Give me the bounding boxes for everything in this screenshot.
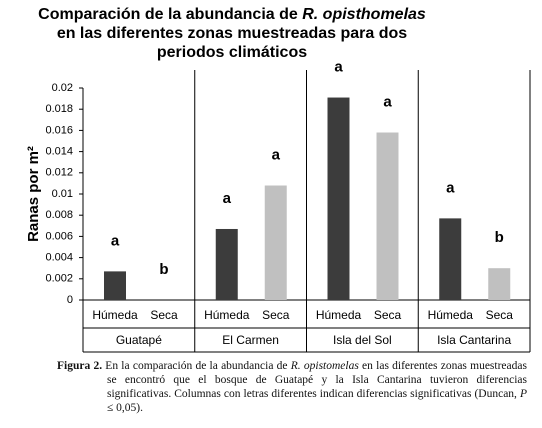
- y-tick-label: 0.004: [45, 252, 73, 264]
- group-label: Guatapé: [116, 333, 162, 347]
- bar: [488, 268, 511, 300]
- caption-text: R. opistomelas: [290, 360, 359, 372]
- y-tick-label: 0.02: [52, 82, 73, 94]
- y-tick-label: 0.016: [45, 124, 73, 136]
- significance-letter: b: [495, 229, 504, 246]
- chart-title: Comparación de la abundancia de R. opist…: [38, 6, 426, 23]
- y-tick-label: 0.01: [52, 188, 73, 200]
- y-tick-label: 0.014: [45, 146, 73, 158]
- significance-letter: a: [383, 93, 392, 110]
- chart: Ranas por m² Comparación de la abundanci…: [25, 6, 531, 353]
- x-tick-label: Seca: [486, 308, 514, 322]
- bar: [264, 185, 287, 300]
- title-italic: R. opisthomelas: [302, 6, 426, 23]
- group-label: Isla del Sol: [333, 333, 392, 347]
- y-tick-label: 0.012: [45, 167, 73, 179]
- x-tick-label: Seca: [262, 308, 290, 322]
- bar: [439, 218, 462, 300]
- caption-text: En la comparación de la abundancia de: [102, 360, 291, 372]
- caption: Figura 2. En la comparación de la abunda…: [57, 359, 527, 415]
- caption-text: Figura 2.: [57, 360, 103, 372]
- y-tick-label: 0.008: [45, 209, 73, 221]
- bar: [104, 271, 126, 300]
- bar: [215, 228, 238, 300]
- chart-title: periodos climáticos: [157, 44, 307, 61]
- title-text: periodos climáticos: [157, 44, 307, 61]
- group-label: El Carmen: [222, 333, 279, 347]
- x-tick-label: Húmeda: [204, 308, 250, 322]
- x-tick-label: Húmeda: [316, 308, 362, 322]
- bar: [327, 97, 350, 300]
- significance-letter: a: [111, 232, 120, 249]
- x-tick-label: Húmeda: [92, 308, 138, 322]
- significance-letter: a: [446, 179, 455, 196]
- title-text: en las diferentes zonas muestreadas para…: [57, 25, 407, 42]
- caption-text: en las diferentes zonas muestreadas se e…: [107, 360, 527, 400]
- bar: [376, 132, 399, 300]
- significance-letter: a: [334, 59, 343, 76]
- y-tick-label: 0.002: [45, 273, 73, 285]
- significance-letter: a: [223, 190, 232, 207]
- title-text: Comparación de la abundancia de: [38, 6, 302, 23]
- x-tick-label: Seca: [374, 308, 402, 322]
- y-axis-label: Ranas por m²: [25, 146, 42, 242]
- caption-text: ≤ 0,05).: [107, 402, 144, 414]
- significance-letter: a: [272, 146, 281, 163]
- x-tick-label: Seca: [150, 308, 178, 322]
- caption-text: P: [519, 388, 527, 400]
- y-tick-label: 0: [67, 294, 73, 306]
- significance-letter: b: [159, 261, 168, 278]
- group-label: Isla Cantarina: [437, 333, 511, 347]
- y-tick-label: 0.018: [45, 103, 73, 115]
- x-tick-label: Húmeda: [428, 308, 474, 322]
- y-tick-label: 0.006: [45, 230, 73, 242]
- chart-title: en las diferentes zonas muestreadas para…: [57, 25, 407, 42]
